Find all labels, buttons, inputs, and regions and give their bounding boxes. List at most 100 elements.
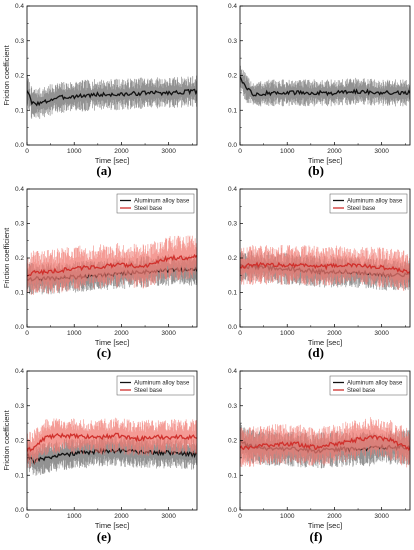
y-tick-label: 0.3 [228, 38, 237, 45]
legend-entry-aluminum: Aluminum alloy base [347, 381, 403, 387]
y-tick-label: 0.3 [228, 221, 237, 228]
panel-label: (d) [308, 345, 324, 360]
chart-panel-e: 0.0 0.1 0.2 0.3 0.4 0 1000 2000 3000 Time [sec] Fr… [2, 368, 198, 544]
x-tick-label: 1000 [67, 513, 82, 520]
x-axis-title: Time [sec] [95, 521, 129, 530]
y-tick-label: 0.0 [15, 324, 24, 331]
legend-entry-aluminum: Aluminum alloy base [134, 199, 190, 205]
series-line-aluminum [27, 88, 197, 107]
y-tick-label: 0.0 [228, 324, 237, 331]
y-tick-label: 0.1 [228, 107, 237, 114]
series-line-steel [240, 261, 410, 274]
x-axis-title: Time [sec] [95, 338, 129, 347]
x-tick-label: 3000 [374, 330, 389, 337]
y-tick-label: 0.1 [15, 107, 24, 114]
legend-entry-steel: Steel base [134, 206, 163, 212]
legend-entry-steel: Steel base [134, 388, 163, 394]
legend-entry-aluminum: Aluminum alloy base [347, 199, 403, 205]
chart-panel-c: 0.0 0.1 0.2 0.3 0.4 0 1000 2000 3000 Time [sec] Fr… [2, 186, 198, 360]
plot-area [27, 75, 197, 119]
x-tick-label: 2000 [114, 148, 129, 155]
y-axis-title: Friction coefficient [2, 227, 11, 288]
chart-panel-d: 0.0 0.1 0.2 0.3 0.4 0 1000 2000 3000 Time [sec] Al… [228, 186, 411, 360]
plot-area [240, 244, 410, 291]
plot-area [240, 417, 410, 469]
y-tick-label: 0.1 [15, 472, 24, 479]
x-tick-label: 2000 [327, 330, 342, 337]
series-line-steel [27, 432, 197, 453]
y-tick-label: 0.4 [15, 368, 24, 375]
y-tick-label: 0.0 [15, 142, 24, 149]
x-tick-label: 0 [238, 148, 242, 155]
series-band-aluminum [240, 65, 410, 107]
legend-box [329, 193, 408, 214]
legend-box [116, 375, 195, 396]
y-tick-label: 0.2 [228, 73, 237, 80]
x-axis-title: Time [sec] [308, 156, 342, 165]
x-tick-label: 0 [238, 330, 242, 337]
x-tick-label: 3000 [374, 513, 389, 520]
y-tick-label: 0.3 [15, 38, 24, 45]
chart-panel-f: 0.0 0.1 0.2 0.3 0.4 0 1000 2000 3000 Time [sec] Al… [228, 368, 411, 544]
y-tick-label: 0.2 [15, 73, 24, 80]
x-tick-label: 3000 [161, 513, 176, 520]
plot-area [27, 235, 197, 295]
x-tick-label: 2000 [327, 148, 342, 155]
y-tick-label: 0.2 [228, 438, 237, 445]
y-tick-label: 0.2 [15, 255, 24, 262]
y-tick-label: 0.0 [228, 142, 237, 149]
panel-label: (c) [97, 345, 111, 360]
axes-frame [239, 5, 411, 146]
x-tick-label: 0 [25, 330, 29, 337]
y-tick-label: 0.4 [228, 186, 237, 193]
x-tick-label: 0 [25, 513, 29, 520]
y-tick-label: 0.4 [228, 368, 237, 375]
y-tick-label: 0.4 [15, 186, 24, 193]
x-axis-title: Time [sec] [95, 156, 129, 165]
y-tick-label: 0.0 [228, 507, 237, 514]
y-tick-label: 0.2 [228, 255, 237, 262]
legend-box [116, 193, 195, 214]
legend-entry-steel: Steel base [347, 388, 376, 394]
x-tick-label: 3000 [161, 330, 176, 337]
panel-label: (e) [97, 529, 111, 544]
axes-frame [26, 5, 198, 146]
chart-panel-b: 0.0 0.1 0.2 0.3 0.4 0 1000 2000 3000 Time [sec](b… [228, 3, 411, 178]
y-tick-label: 0.1 [228, 472, 237, 479]
y-tick-label: 0.1 [15, 290, 24, 297]
series-line-steel [27, 253, 197, 277]
y-tick-label: 0.1 [228, 290, 237, 297]
y-tick-label: 0.4 [228, 3, 237, 10]
x-tick-label: 2000 [327, 513, 342, 520]
panel-label: (a) [96, 163, 111, 178]
x-tick-label: 0 [238, 513, 242, 520]
panel-label: (f) [310, 529, 323, 544]
y-tick-label: 0.3 [15, 403, 24, 410]
series-line-aluminum [27, 447, 197, 465]
x-tick-label: 3000 [374, 148, 389, 155]
x-axis-title: Time [sec] [308, 521, 342, 530]
panel-label: (b) [308, 163, 324, 178]
y-axis-title: Friction coefficient [2, 409, 11, 470]
y-tick-label: 0.3 [228, 403, 237, 410]
y-tick-label: 0.4 [15, 3, 24, 10]
y-tick-label: 0.2 [15, 438, 24, 445]
x-tick-label: 0 [25, 148, 29, 155]
y-axis-title: Friction coefficient [2, 44, 11, 105]
chart-panel-a: 0.0 0.1 0.2 0.3 0.4 0 1000 2000 3000 Time [sec] Fr… [2, 3, 198, 178]
legend-entry-steel: Steel base [347, 206, 376, 212]
plot-area [27, 417, 197, 476]
x-tick-label: 2000 [114, 330, 129, 337]
legend-entry-aluminum: Aluminum alloy base [134, 381, 190, 387]
x-tick-label: 3000 [161, 148, 176, 155]
x-tick-label: 1000 [280, 513, 295, 520]
series-band-steel [240, 417, 410, 468]
legend-box [329, 375, 408, 396]
series-line-steel [240, 434, 410, 452]
x-tick-label: 1000 [280, 148, 295, 155]
y-tick-label: 0.0 [15, 507, 24, 514]
